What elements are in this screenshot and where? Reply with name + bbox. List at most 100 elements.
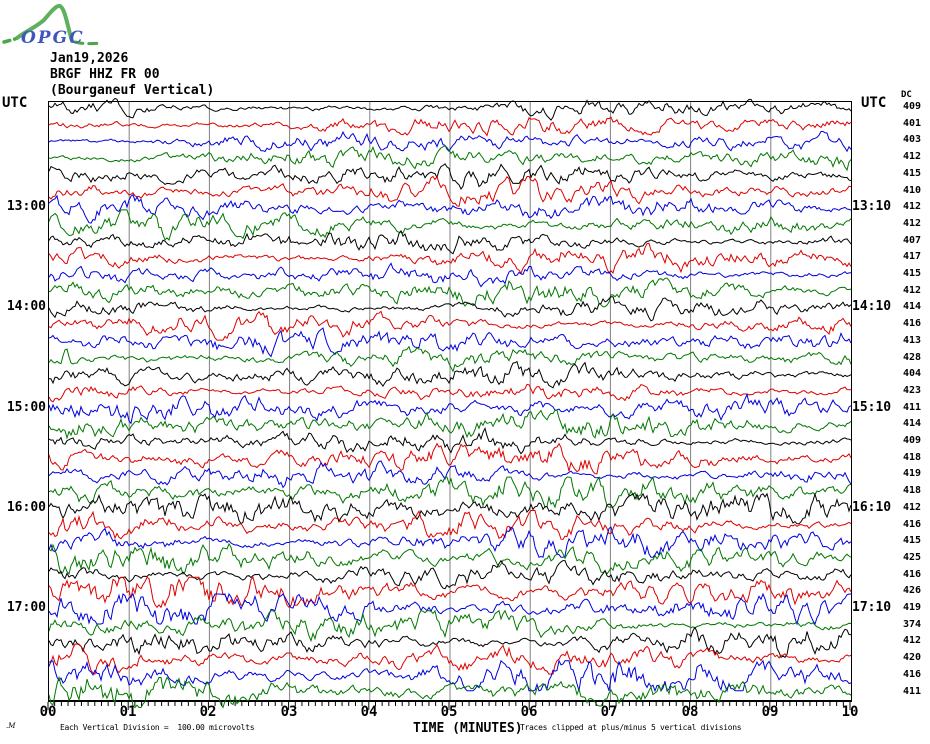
seismic-trace-1730utc — [48, 643, 852, 675]
seismic-trace-1330utc — [48, 242, 852, 275]
seismic-trace-1740utc — [48, 659, 852, 693]
dc-value: 409 — [903, 101, 922, 112]
x-tick-label: 07 — [600, 704, 618, 720]
dc-value: 413 — [903, 335, 922, 346]
dc-value: 411 — [903, 402, 922, 413]
dc-value: 411 — [903, 686, 922, 697]
x-tick-label: 01 — [119, 704, 137, 720]
dc-value: 416 — [903, 669, 922, 680]
dc-value: 414 — [903, 301, 922, 312]
dc-value: 423 — [903, 385, 922, 396]
dc-value: 419 — [903, 602, 922, 613]
dc-value: 418 — [903, 485, 922, 496]
seismic-trace-1440utc — [48, 360, 852, 389]
dc-value: 404 — [903, 368, 922, 379]
seismic-trace-1200utc — [48, 97, 852, 121]
seismic-trace-1300utc — [48, 194, 852, 224]
opgc-logo: OPGC — [2, 3, 104, 48]
dc-value: 412 — [903, 151, 922, 162]
left-time-label: 15:00 — [6, 400, 46, 415]
seismic-trace-1240utc — [48, 163, 852, 190]
x-tick-label: 09 — [761, 704, 779, 720]
logo-text: OPGC — [21, 28, 85, 48]
dc-value: 418 — [903, 452, 922, 463]
x-tick-label: 02 — [199, 704, 217, 720]
seismogram-canvas — [48, 97, 852, 709]
logo-curve-right-dash — [73, 40, 104, 46]
dc-value: 414 — [903, 418, 922, 429]
seismic-trace-1540utc — [48, 460, 852, 489]
utc-label-right: UTC — [861, 95, 887, 111]
date-label: Jan19,2026 — [50, 51, 129, 66]
dc-value: 412 — [903, 201, 922, 212]
seismic-trace-1620utc — [48, 526, 852, 558]
seismic-trace-1420utc — [48, 327, 852, 358]
x-axis-title: TIME (MINUTES) — [413, 721, 523, 736]
seismic-trace-1250utc — [48, 175, 852, 207]
logo-curve-left-dash — [2, 37, 17, 44]
dc-value: 374 — [903, 619, 922, 630]
x-tick-label: 03 — [280, 704, 298, 720]
seismic-trace-1700utc — [48, 592, 851, 626]
dc-value: 419 — [903, 468, 922, 479]
dc-value: 415 — [903, 268, 922, 279]
dc-value: 426 — [903, 585, 922, 596]
dc-value: 415 — [903, 535, 922, 546]
dc-value: 401 — [903, 118, 922, 129]
dc-value: 410 — [903, 185, 922, 196]
right-time-label: 17:10 — [852, 600, 892, 615]
dc-value: 428 — [903, 352, 922, 363]
seismic-trace-1710utc — [48, 609, 852, 643]
seismic-trace-1450utc — [48, 383, 852, 403]
left-time-label: 16:00 — [6, 500, 46, 515]
seismic-trace-1220utc — [48, 130, 852, 153]
dc-value: 416 — [903, 569, 922, 580]
dc-value: 409 — [903, 435, 922, 446]
seismic-trace-1230utc — [48, 145, 852, 172]
station-label: (Bourganeuf Vertical) — [50, 83, 215, 98]
seismic-trace-1530utc — [48, 442, 852, 475]
dc-value: 415 — [903, 168, 922, 179]
seismic-trace-1410utc — [48, 310, 852, 341]
x-tick-label: 08 — [681, 704, 699, 720]
left-time-label: 17:00 — [6, 600, 46, 615]
x-axis-ticks — [47, 702, 851, 710]
seismic-trace-1350utc — [48, 277, 852, 308]
x-tick-label: 04 — [360, 704, 378, 720]
seismic-trace-1610utc — [48, 509, 852, 540]
dc-column-header: DC — [901, 90, 912, 100]
seismic-trace-1600utc — [48, 492, 852, 525]
right-time-label: 16:10 — [852, 500, 892, 515]
dc-value: 412 — [903, 502, 922, 513]
dc-value: 407 — [903, 235, 922, 246]
seismic-trace-1520utc — [48, 426, 852, 455]
seismic-trace-1340utc — [48, 262, 852, 288]
dc-value: 420 — [903, 652, 922, 663]
seismic-trace-1400utc — [48, 296, 852, 322]
seismic-trace-1210utc — [48, 116, 852, 137]
seismic-trace-1310utc — [48, 209, 852, 241]
logo-curve — [15, 3, 74, 43]
seismic-trace-1750utc — [48, 675, 852, 709]
dc-value: 416 — [903, 519, 922, 530]
seismic-trace-1500utc — [48, 392, 852, 425]
dc-value: 412 — [903, 285, 922, 296]
seismic-trace-1720utc — [48, 626, 852, 659]
seismic-trace-1510utc — [48, 409, 852, 440]
x-tick-label: 10 — [841, 704, 859, 720]
tiny-watermark: .M — [6, 722, 16, 730]
x-tick-label: 06 — [520, 704, 538, 720]
utc-label-left: UTC — [2, 95, 28, 111]
seismic-trace-1430utc — [48, 345, 852, 373]
left-time-label: 14:00 — [6, 299, 46, 314]
seismic-trace-1640utc — [48, 559, 852, 590]
seismic-trace-1320utc — [48, 229, 852, 255]
plot-area — [48, 97, 852, 709]
dc-value: 416 — [903, 318, 922, 329]
scale-note: Each Vertical Division = 100.00 microvol… — [60, 723, 255, 732]
dc-value: 403 — [903, 134, 922, 145]
seismic-trace-1550utc — [48, 476, 852, 509]
clip-note: Traces clipped at plus/minus 5 vertical … — [520, 723, 742, 732]
right-time-label: 14:10 — [852, 299, 892, 314]
